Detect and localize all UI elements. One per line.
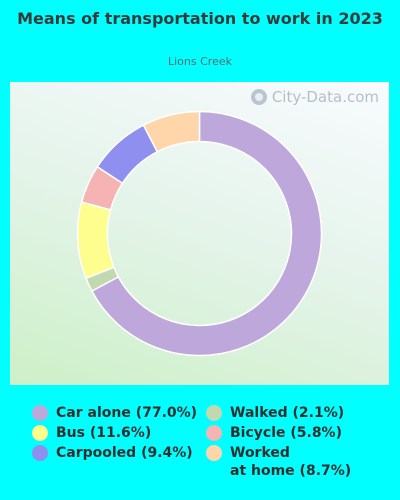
chart-subtitle: Lions Creek bbox=[168, 55, 232, 68]
legend-label-bus: Bus (11.6%) bbox=[56, 425, 152, 441]
legend-column-right: Walked (2.1%) Bicycle (5.8%) Worked at h… bbox=[206, 404, 351, 482]
legend-label-carpooled: Carpooled (9.4%) bbox=[56, 445, 193, 461]
legend-label-worked-at-home-line2: at home (8.7%) bbox=[230, 463, 352, 479]
legend-label-worked-at-home-line1: Worked bbox=[230, 445, 290, 461]
legend-item-bus: Bus (11.6%) bbox=[32, 424, 197, 442]
chart-title: Means of transportation to work in 2023 bbox=[0, 8, 400, 29]
slice-car-alone bbox=[90, 110, 323, 357]
legend-item-car-alone: Car alone (77.0%) bbox=[32, 404, 197, 422]
legend-swatch-bus bbox=[32, 425, 48, 441]
legend-label-bicycle: Bicycle (5.8%) bbox=[230, 425, 342, 441]
watermark-text: City-Data.com bbox=[271, 88, 379, 106]
chart-title-text: Means of transportation to work in 2023 bbox=[17, 9, 383, 28]
legend-swatch-bicycle bbox=[206, 425, 222, 441]
legend-swatch-walked bbox=[206, 405, 222, 421]
legend-swatch-carpooled bbox=[32, 445, 48, 461]
slice-worked-at-home bbox=[142, 110, 201, 153]
donut-chart bbox=[76, 110, 323, 357]
slice-bus bbox=[76, 201, 115, 280]
city-data-logo-icon bbox=[250, 89, 267, 105]
legend-item-bicycle: Bicycle (5.8%) bbox=[206, 424, 351, 442]
legend-item-walked: Walked (2.1%) bbox=[206, 404, 351, 422]
legend-swatch-car-alone bbox=[32, 405, 48, 421]
legend-label-car-alone: Car alone (77.0%) bbox=[56, 405, 198, 421]
watermark: City-Data.com bbox=[250, 88, 379, 106]
legend-label-walked: Walked (2.1%) bbox=[230, 405, 345, 421]
legend-item-carpooled: Carpooled (9.4%) bbox=[32, 444, 197, 462]
legend-swatch-worked-at-home bbox=[206, 445, 222, 461]
plot-area: City-Data.com bbox=[10, 82, 389, 385]
legend-column-left: Car alone (77.0%) Bus (11.6%) Carpooled … bbox=[32, 404, 197, 464]
legend-item-worked-at-home: Worked at home (8.7%) bbox=[206, 444, 351, 480]
